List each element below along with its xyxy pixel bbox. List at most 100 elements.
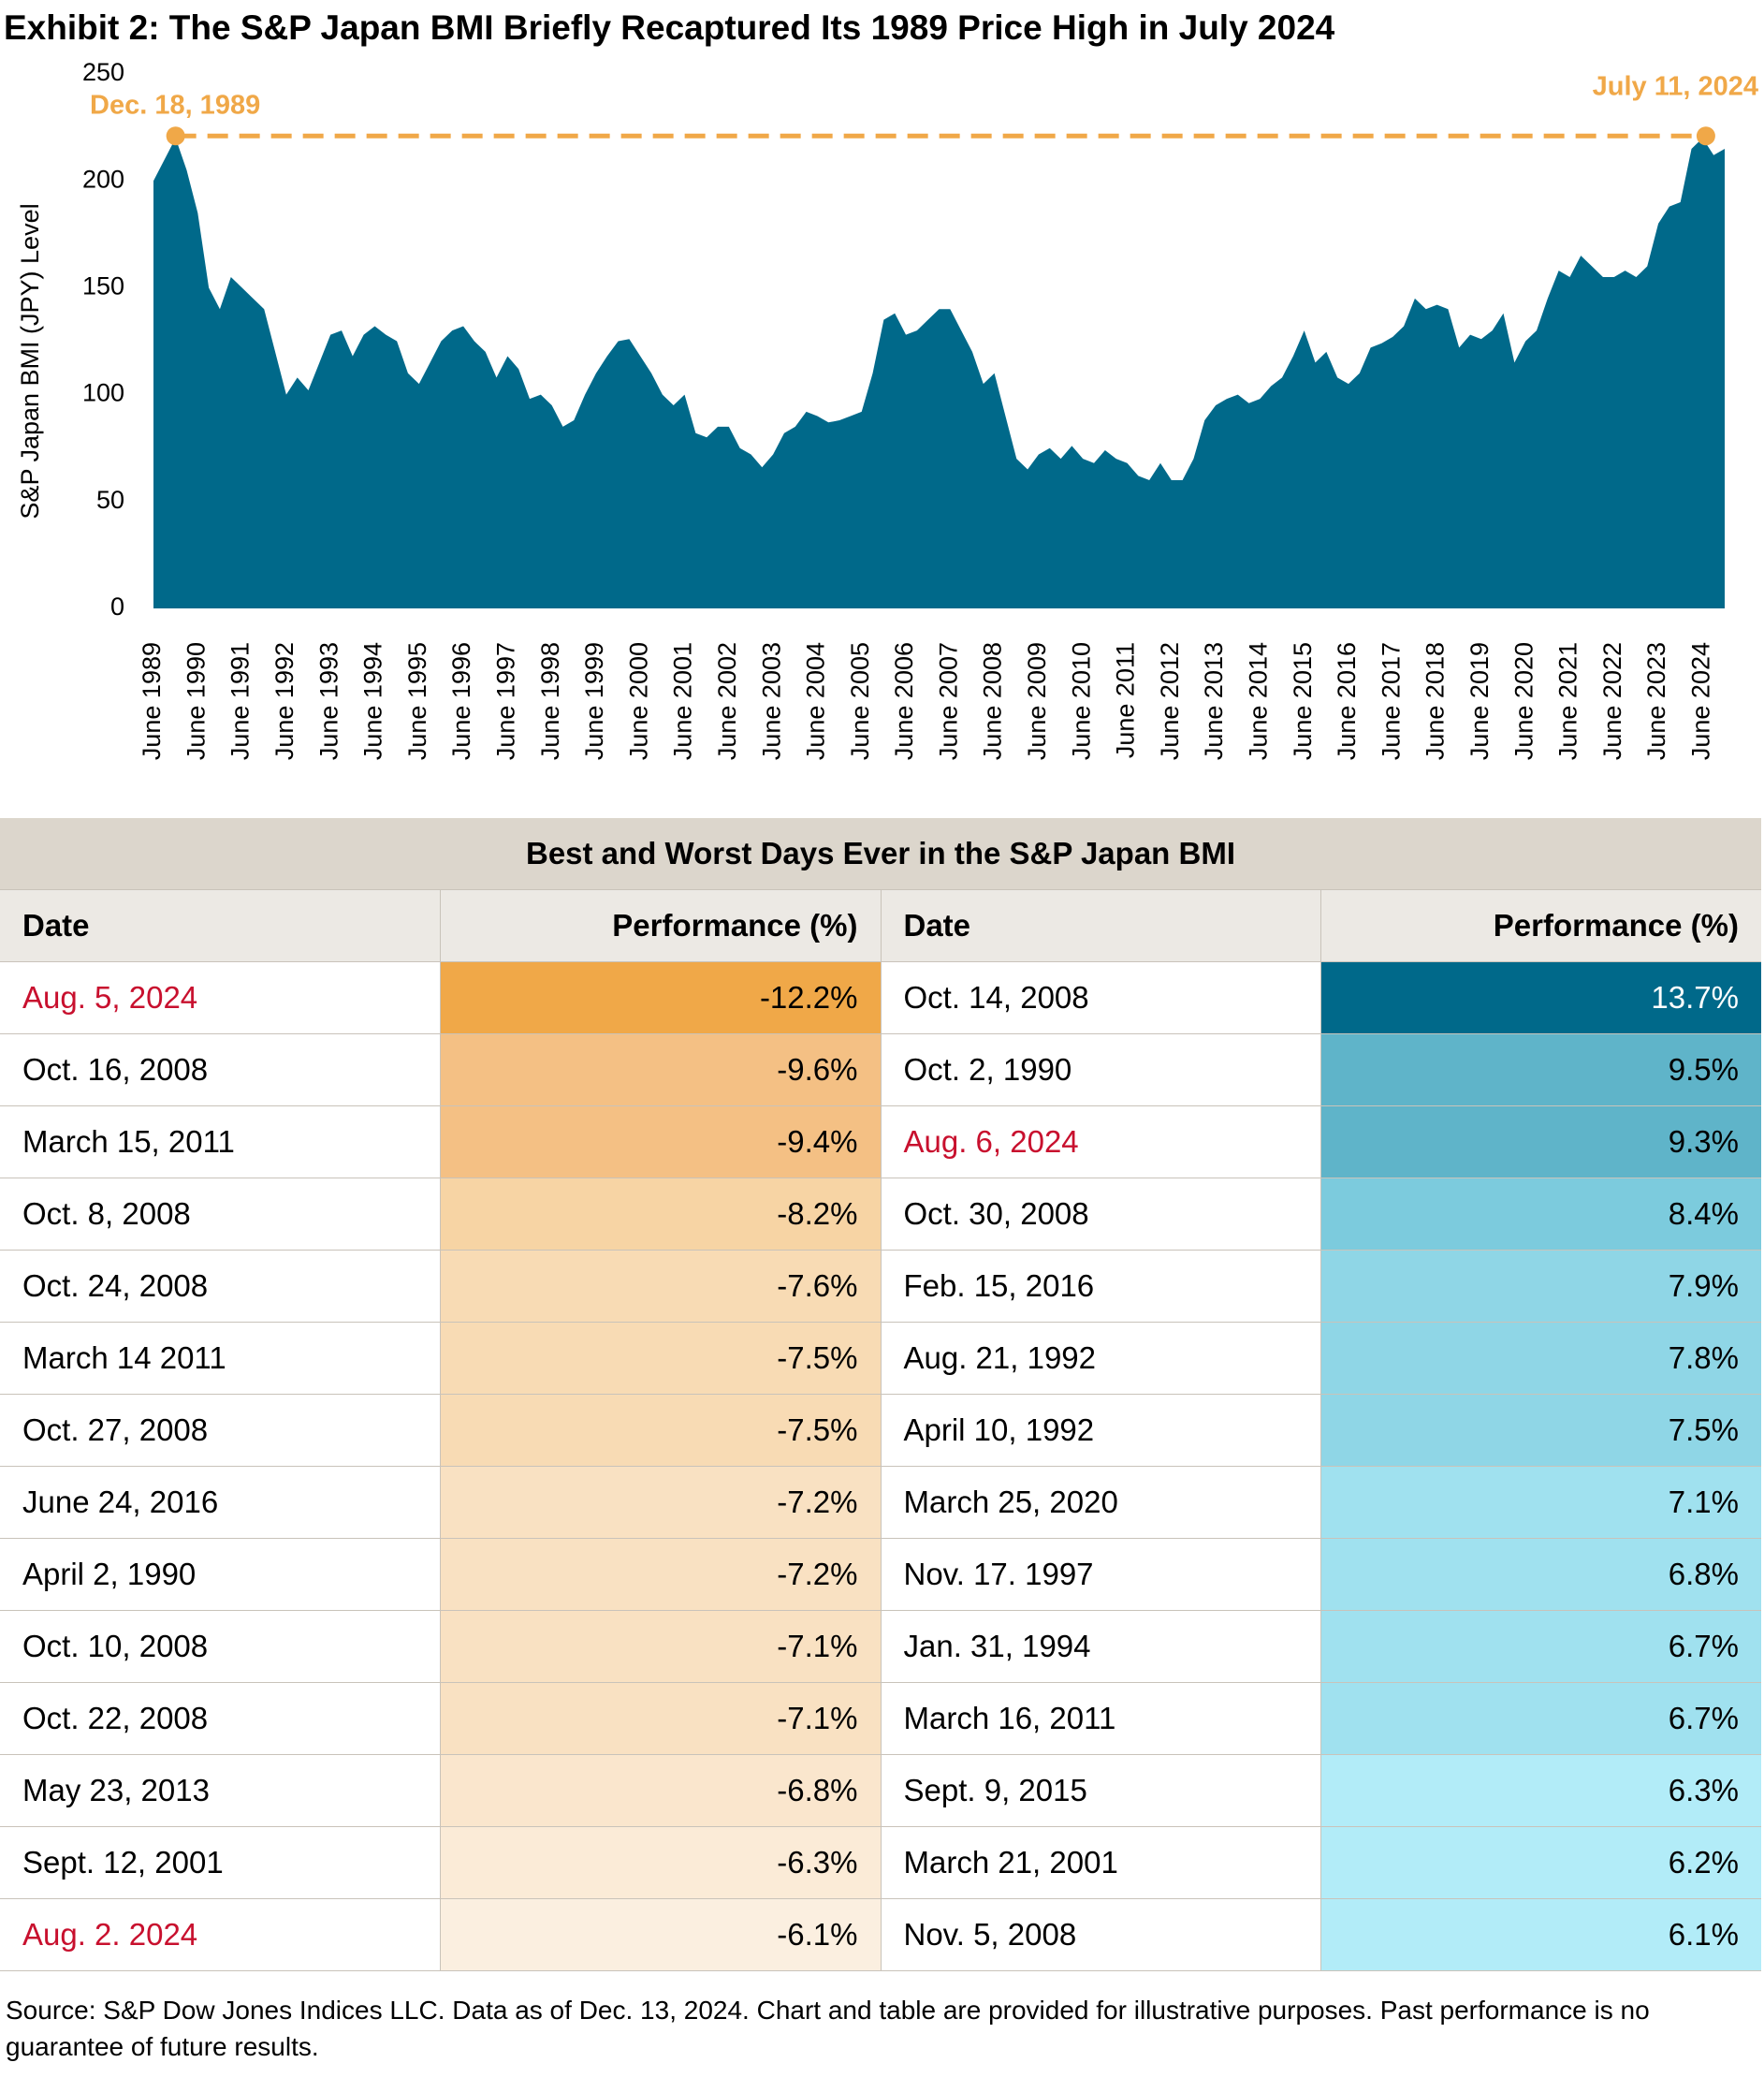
y-tick-label: 100: [82, 379, 124, 407]
date-cell: Oct. 14, 2008: [881, 961, 1321, 1034]
performance-cell: -9.6%: [440, 1033, 882, 1106]
performance-cell: 7.1%: [1320, 1466, 1761, 1539]
table-row: Aug. 5, 2024 -12.2% Oct. 14, 2008 13.7%: [0, 961, 1761, 1034]
x-tick-label: June 2014: [1245, 642, 1273, 760]
date-cell: Oct. 8, 2008: [0, 1178, 441, 1251]
performance-cell: -9.4%: [440, 1105, 882, 1178]
date-cell: Oct. 2, 1990: [881, 1033, 1321, 1106]
area: [153, 138, 1725, 608]
date-cell: Aug. 2. 2024: [0, 1898, 441, 1971]
x-tick-label: June 2017: [1377, 642, 1405, 760]
table-row: May 23, 2013 -6.8% Sept. 9, 2015 6.3%: [0, 1754, 1761, 1827]
x-tick-label: June 2018: [1421, 642, 1450, 760]
date-cell: Oct. 30, 2008: [881, 1178, 1321, 1251]
date-cell: June 24, 2016: [0, 1466, 441, 1539]
performance-cell: 6.8%: [1320, 1538, 1761, 1611]
date-cell: Nov. 17. 1997: [881, 1538, 1321, 1611]
x-tick-label: June 1994: [359, 642, 387, 760]
date-cell: April 10, 1992: [881, 1394, 1321, 1467]
x-tick-label: June 2019: [1465, 642, 1494, 760]
column-header: Date: [0, 889, 441, 962]
performance-cell: -6.3%: [440, 1826, 882, 1899]
date-cell: Oct. 27, 2008: [0, 1394, 441, 1467]
annotation-dot: [1696, 126, 1715, 146]
performance-cell: -7.1%: [440, 1682, 882, 1755]
performance-cell: 6.1%: [1320, 1898, 1761, 1971]
date-cell: Sept. 9, 2015: [881, 1754, 1321, 1827]
x-tick-label: June 2016: [1333, 642, 1361, 760]
chart: Exhibit 2: The S&P Japan BMI Briefly Rec…: [4, 8, 1758, 760]
table-row: June 24, 2016 -7.2% March 25, 2020 7.1%: [0, 1466, 1761, 1539]
x-tick-label: June 2010: [1067, 642, 1095, 760]
table-row: Oct. 22, 2008 -7.1% March 16, 2011 6.7%: [0, 1682, 1761, 1755]
x-tick-label: June 1990: [182, 642, 210, 760]
date-cell: Sept. 12, 2001: [0, 1826, 441, 1899]
date-cell: Aug. 21, 1992: [881, 1322, 1321, 1395]
x-tick-label: June 2003: [757, 642, 785, 760]
column-header: Performance (%): [440, 889, 882, 962]
x-tick-label: June 2022: [1598, 642, 1626, 760]
x-tick-label: June 2021: [1554, 642, 1582, 760]
table-title-row: Best and Worst Days Ever in the S&P Japa…: [0, 818, 1761, 890]
annotation-label: July 11, 2024: [1593, 72, 1758, 102]
performance-cell: -7.6%: [440, 1250, 882, 1323]
x-tick-label: June 2000: [624, 642, 652, 760]
x-tick-label: June 2011: [1112, 642, 1140, 758]
x-tick-label: June 2004: [802, 642, 830, 760]
date-cell: Jan. 31, 1994: [881, 1610, 1321, 1683]
header-row: Date Performance (%) Date Performance (%): [0, 889, 1761, 962]
x-tick-label: June 1995: [403, 642, 431, 760]
performance-cell: 13.7%: [1320, 961, 1761, 1034]
date-cell: May 23, 2013: [0, 1754, 441, 1827]
x-tick-label: June 2005: [846, 642, 874, 760]
table-row: Oct. 8, 2008 -8.2% Oct. 30, 2008 8.4%: [0, 1178, 1761, 1251]
y-tick-label: 250: [82, 58, 124, 86]
x-tick-label: June 2020: [1509, 642, 1538, 760]
performance-cell: 7.9%: [1320, 1250, 1761, 1323]
table-row: April 2, 1990 -7.2% Nov. 17. 1997 6.8%: [0, 1538, 1761, 1611]
x-tick-label: June 1989: [138, 642, 166, 760]
annotation-label: Dec. 18, 1989: [90, 91, 260, 121]
table-row: Oct. 27, 2008 -7.5% April 10, 1992 7.5%: [0, 1394, 1761, 1467]
x-tick-label: June 2007: [934, 642, 962, 760]
performance-cell: -7.5%: [440, 1394, 882, 1467]
date-cell: Oct. 10, 2008: [0, 1610, 441, 1683]
date-cell: Oct. 24, 2008: [0, 1250, 441, 1323]
table-row: Oct. 10, 2008 -7.1% Jan. 31, 1994 6.7%: [0, 1610, 1761, 1683]
table-row: Oct. 24, 2008 -7.6% Feb. 15, 2016 7.9%: [0, 1250, 1761, 1323]
table-title: Best and Worst Days Ever in the S&P Japa…: [0, 818, 1761, 890]
performance-cell: -7.1%: [440, 1610, 882, 1683]
date-cell: Nov. 5, 2008: [881, 1898, 1321, 1971]
date-cell: March 15, 2011: [0, 1105, 441, 1178]
x-tick-label: June 2002: [713, 642, 741, 760]
performance-cell: 6.3%: [1320, 1754, 1761, 1827]
y-tick-label: 200: [82, 165, 124, 193]
y-tick-label: 150: [82, 272, 124, 300]
table-row: Aug. 2. 2024 -6.1% Nov. 5, 2008 6.1%: [0, 1898, 1761, 1971]
performance-cell: -7.2%: [440, 1466, 882, 1539]
date-cell: Aug. 5, 2024: [0, 961, 441, 1034]
x-tick-label: June 1997: [491, 642, 519, 760]
y-tick-label: 0: [110, 592, 124, 621]
date-cell: March 21, 2001: [881, 1826, 1321, 1899]
date-cell: Feb. 15, 2016: [881, 1250, 1321, 1323]
date-cell: March 14 2011: [0, 1322, 441, 1395]
source-note: Source: S&P Dow Jones Indices LLC. Data …: [6, 1996, 1650, 2061]
x-tick-label: June 1991: [226, 642, 255, 760]
date-cell: Aug. 6, 2024: [881, 1105, 1321, 1178]
performance-cell: -6.1%: [440, 1898, 882, 1971]
x-tick-label: June 2006: [890, 642, 918, 760]
x-tick-label: June 2008: [979, 642, 1007, 760]
date-cell: Oct. 16, 2008: [0, 1033, 441, 1106]
y-axis-label: S&P Japan BMI (JPY) Level: [16, 203, 44, 519]
x-tick-label: June 1996: [447, 642, 475, 760]
x-tick-label: June 1992: [270, 642, 299, 760]
x-tick-label: June 1999: [580, 642, 608, 760]
performance-cell: -7.2%: [440, 1538, 882, 1611]
table-row: March 15, 2011 -9.4% Aug. 6, 2024 9.3%: [0, 1105, 1761, 1178]
x-tick-label: June 2013: [1200, 642, 1228, 760]
x-tick-label: June 2015: [1289, 642, 1317, 760]
x-tick-label: June 2012: [1156, 642, 1184, 760]
x-tick-label: June 2024: [1686, 642, 1714, 760]
